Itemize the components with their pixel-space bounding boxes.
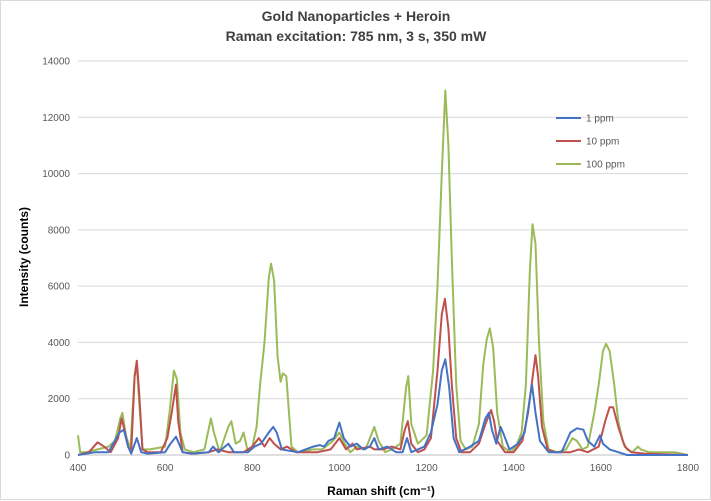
y-tick-label: 12000 — [42, 113, 70, 124]
y-axis-title: Intensity (counts) — [17, 207, 31, 307]
legend-label: 10 ppm — [586, 137, 619, 148]
x-tick-label: 600 — [157, 463, 174, 474]
y-tick-label: 14000 — [42, 57, 70, 68]
legend: 1 ppm 10 ppm 100 ppm — [556, 114, 625, 171]
x-axis-ticks: 400 600 800 1000 1200 1400 1600 1800 — [70, 463, 700, 474]
y-axis-ticks: 0 2000 4000 6000 8000 10000 12000 14000 — [42, 57, 70, 462]
chart-title: Gold Nanoparticles + Heroin — [262, 8, 451, 24]
x-axis-title: Raman shift (cm⁻¹) — [327, 484, 435, 498]
x-tick-label: 1600 — [590, 463, 613, 474]
x-tick-label: 800 — [244, 463, 261, 474]
y-tick-label: 4000 — [48, 338, 71, 349]
x-tick-label: 1200 — [415, 463, 438, 474]
y-tick-label: 10000 — [42, 169, 70, 180]
series-line-2 — [77, 89, 689, 456]
y-tick-label: 6000 — [48, 282, 71, 293]
y-tick-label: 8000 — [48, 225, 71, 236]
series-layer — [77, 89, 689, 456]
series-line-1 — [77, 297, 689, 456]
y-tick-label: 0 — [64, 451, 70, 462]
legend-label: 1 ppm — [586, 114, 614, 125]
series-line-0 — [77, 358, 688, 456]
y-tick-label: 2000 — [48, 394, 71, 405]
x-tick-label: 1000 — [328, 463, 351, 474]
gridlines — [78, 60, 688, 400]
chart-subtitle: Raman excitation: 785 nm, 3 s, 350 mW — [226, 28, 487, 44]
x-tick-label: 1400 — [503, 463, 526, 474]
legend-label: 100 ppm — [586, 160, 625, 171]
x-tick-label: 1800 — [677, 463, 700, 474]
x-tick-label: 400 — [70, 463, 87, 474]
